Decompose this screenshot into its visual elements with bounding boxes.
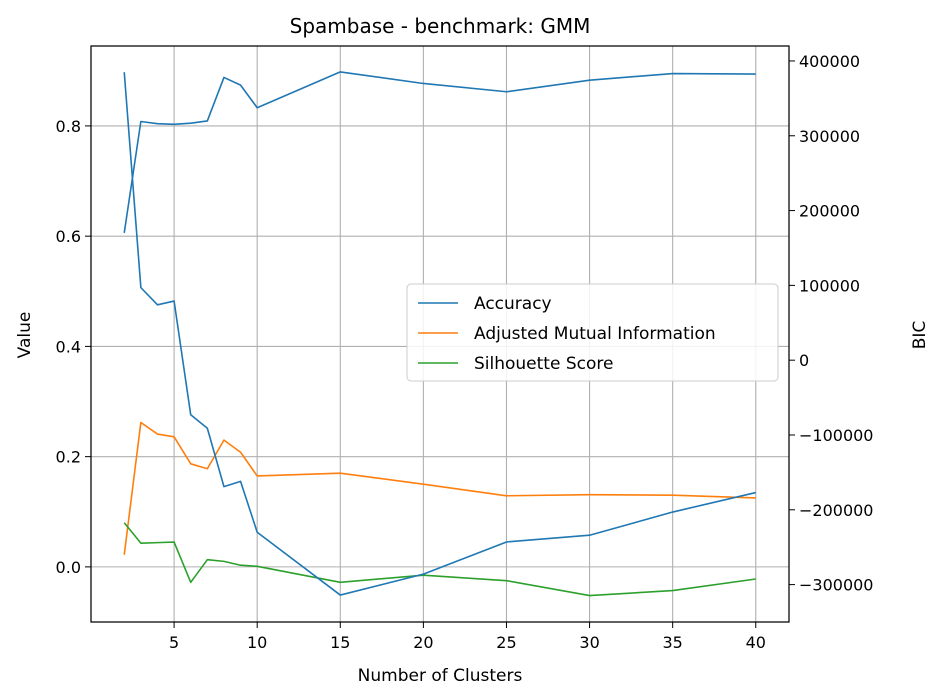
legend-label: Adjusted Mutual Information bbox=[474, 324, 716, 344]
y2-tick-label: 100000 bbox=[799, 276, 860, 295]
legend-label: Silhouette Score bbox=[474, 354, 613, 374]
y2-tick-label: −300000 bbox=[799, 576, 873, 595]
y2-tick-label: 300000 bbox=[799, 127, 860, 146]
y2-tick-label: 0 bbox=[799, 351, 809, 370]
x-tick-label: 35 bbox=[662, 633, 682, 652]
y2-tick-label: 400000 bbox=[799, 52, 860, 71]
y-tick-label: 0.6 bbox=[56, 227, 81, 246]
y2-tick-label: −200000 bbox=[799, 501, 873, 520]
x-axis: 5 10 15 20 25 30 35 40 bbox=[169, 622, 766, 652]
x-tick-label: 10 bbox=[247, 633, 267, 652]
y2-tick-label: 200000 bbox=[799, 202, 860, 221]
y-tick-label: 0.8 bbox=[56, 117, 81, 136]
plot-frame bbox=[90, 45, 790, 623]
y2-tick-label: −100000 bbox=[799, 426, 873, 445]
x-tick-label: 40 bbox=[746, 633, 766, 652]
x-tick-label: 15 bbox=[330, 633, 350, 652]
series-line-bic bbox=[123, 72, 756, 596]
y-axis-title: Value bbox=[15, 312, 35, 359]
x-tick-label: 30 bbox=[579, 633, 599, 652]
x-tick-label: 5 bbox=[169, 633, 179, 652]
legend: Accuracy Adjusted Mutual Information Silho… bbox=[406, 283, 779, 382]
x-tick-label: 25 bbox=[496, 633, 516, 652]
y-tick-label: 0.0 bbox=[56, 558, 81, 577]
series-line-silhouette-score bbox=[123, 522, 756, 597]
y-axis-right: −300000 −200000 −100000 0 100000 200000 300000… bbox=[789, 52, 873, 595]
series-lines bbox=[123, 71, 756, 597]
legend-box bbox=[406, 283, 779, 382]
chart-title: Spambase - benchmark: GMM bbox=[290, 14, 591, 38]
y-axis-left: 0.0 0.2 0.4 0.6 0.8 bbox=[56, 117, 91, 577]
y-tick-label: 0.2 bbox=[56, 448, 81, 467]
y-tick-label: 0.4 bbox=[56, 337, 81, 356]
series-line-adjusted-mutual-information bbox=[123, 421, 756, 555]
y2-axis-title: BIC bbox=[910, 321, 930, 350]
series-line-accuracy bbox=[123, 71, 756, 233]
legend-label: Accuracy bbox=[474, 294, 552, 314]
x-tick-label: 20 bbox=[413, 633, 433, 652]
x-axis-title: Number of Clusters bbox=[358, 666, 523, 686]
